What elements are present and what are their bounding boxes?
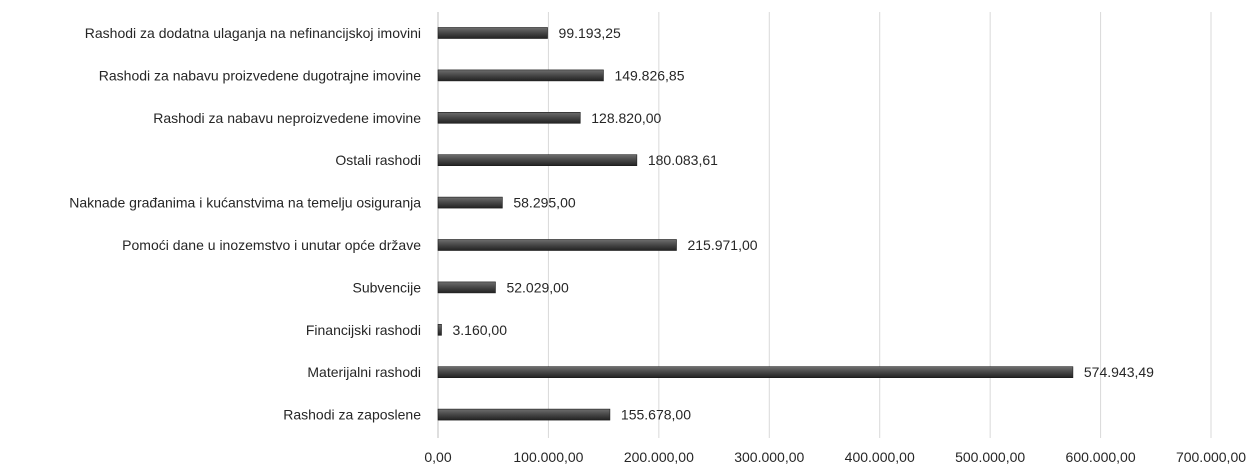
bar [437, 154, 638, 166]
x-tick-label: 700.000,00 [1176, 449, 1246, 465]
data-label: 149.826,85 [614, 67, 684, 83]
bars [437, 27, 1074, 421]
data-label: 180.083,61 [648, 152, 718, 168]
category-labels: Rashodi za dodatna ulaganja na nefinanci… [69, 25, 421, 423]
x-tick-label: 400.000,00 [845, 449, 915, 465]
data-label: 128.820,00 [591, 110, 661, 126]
gridlines [437, 12, 1212, 438]
category-label: Rashodi za nabavu proizvedene dugotrajne… [99, 67, 421, 83]
category-label: Financijski rashodi [306, 322, 421, 338]
bar [437, 239, 677, 251]
data-label: 52.029,00 [506, 279, 568, 295]
category-label: Rashodi za zaposlene [283, 407, 421, 423]
data-label: 58.295,00 [513, 195, 575, 211]
bar [437, 323, 442, 336]
data-label: 3.160,00 [452, 322, 507, 338]
bar [437, 408, 611, 421]
x-tick-label: 500.000,00 [955, 449, 1025, 465]
x-tick-label: 100.000,00 [513, 449, 583, 465]
bar [437, 196, 503, 209]
x-tick-label: 600.000,00 [1066, 449, 1136, 465]
bar [437, 69, 604, 82]
category-label: Ostali rashodi [335, 152, 421, 168]
data-labels: 99.193,25 149.826,85 128.820,00 180.083,61 5… [452, 25, 1154, 423]
category-label: Pomoći dane u inozemstvo i unutar opće d… [122, 237, 421, 253]
category-label: Rashodi za nabavu neproizvedene imovine [153, 110, 421, 126]
bar [437, 112, 581, 124]
category-label: Materijalni rashodi [307, 364, 421, 380]
data-label: 99.193,25 [559, 25, 621, 41]
bar [437, 27, 548, 39]
bar [437, 366, 1074, 379]
category-label: Naknade građanima i kućanstvima na temel… [69, 195, 421, 211]
x-tick-label: 200.000,00 [624, 449, 694, 465]
category-label: Subvencije [353, 279, 422, 295]
data-label: 155.678,00 [621, 407, 691, 423]
bar [437, 281, 496, 294]
data-label: 574.943,49 [1084, 364, 1154, 380]
x-tick-label: 0,00 [424, 449, 451, 465]
data-label: 215.971,00 [687, 237, 757, 253]
x-tick-label: 300.000,00 [734, 449, 804, 465]
x-axis-ticks: 0,00 100.000,00 200.000,00 300.000,00 400.00… [424, 449, 1246, 465]
category-label: Rashodi za dodatna ulaganja na nefinanci… [85, 25, 421, 41]
